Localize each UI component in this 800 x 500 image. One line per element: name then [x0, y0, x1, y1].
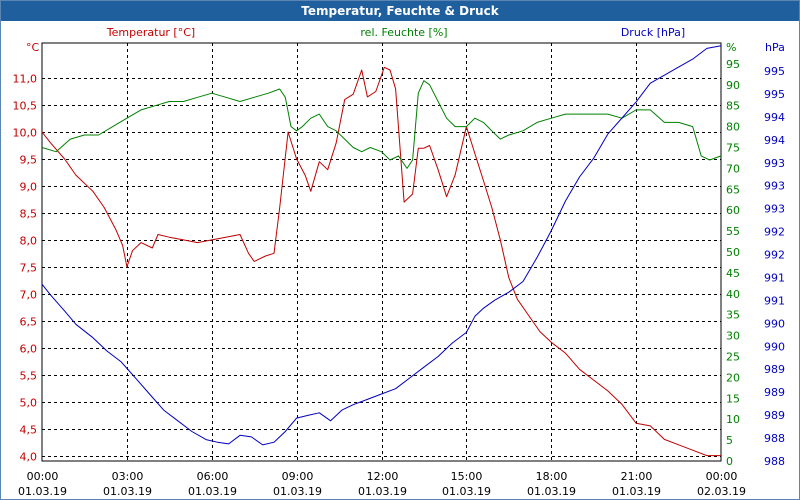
- humidity-tick-label: 20: [726, 371, 740, 384]
- humidity-tick-label: 95: [726, 58, 740, 71]
- date-tick-label: 01.03.19: [103, 485, 152, 498]
- humidity-tick-label: 0: [726, 455, 733, 468]
- time-tick-label: 00:00: [706, 470, 738, 483]
- humidity-tick-label: 80: [726, 121, 740, 134]
- humidity-axis-title: rel. Feuchte [%]: [360, 26, 447, 39]
- date-tick-label: 02.03.19: [697, 485, 746, 498]
- temperature-tick-label: 10,5: [13, 100, 38, 113]
- date-tick-label: 01.03.19: [188, 485, 237, 498]
- pressure-tick-label: 990: [764, 340, 785, 353]
- temperature-tick-label: 8,0: [20, 235, 38, 248]
- date-tick-label: 01.03.19: [18, 485, 67, 498]
- pressure-tick-label: 993: [764, 180, 785, 193]
- temperature-tick-label: 4,5: [20, 424, 38, 437]
- temperature-axis: 4,0 4,5 5,0 5,5 6,0 6,5 7,0 7,5 8,0 8,5 9,0 9,5 10,0…: [13, 73, 38, 464]
- humidity-tick-label: 60: [726, 204, 740, 217]
- date-tick-label: 01.03.19: [612, 485, 661, 498]
- time-tick-label: 09:00: [282, 470, 314, 483]
- time-tick-label: 15:00: [451, 470, 483, 483]
- pressure-tick-label: 991: [764, 271, 785, 284]
- pressure-tick-label: 989: [764, 409, 785, 422]
- humidity-tick-label: 35: [726, 309, 740, 322]
- humidity-line: [41, 80, 722, 169]
- pressure-axis: 988 988 989 989 989 990 990 991 991 992 992 993 993 9…: [764, 65, 785, 468]
- temperature-tick-label: 8,5: [20, 208, 38, 221]
- grid: [42, 43, 721, 461]
- date-tick-label: 01.03.19: [527, 485, 576, 498]
- humidity-tick-label: 70: [726, 162, 740, 175]
- pressure-tick-label: 989: [764, 363, 785, 376]
- temperature-tick-label: 10,0: [13, 127, 38, 140]
- pressure-tick-label: 994: [764, 134, 785, 147]
- temperature-tick-label: 9,0: [20, 181, 38, 194]
- time-tick-label: 03:00: [112, 470, 144, 483]
- temperature-tick-label: 6,5: [20, 316, 38, 329]
- chart-svg: 4,0 4,5 5,0 5,5 6,0 6,5 7,0 7,5 8,0 8,5 9,0 9,5 10,0…: [13, 26, 786, 498]
- pressure-tick-label: 988: [764, 432, 785, 445]
- humidity-tick-label: 90: [726, 79, 740, 92]
- series-layer: [41, 45, 722, 457]
- pressure-tick-label: 993: [764, 203, 785, 216]
- pressure-tick-label: 992: [764, 226, 785, 239]
- pressure-tick-label: 993: [764, 157, 785, 170]
- humidity-tick-label: 30: [726, 330, 740, 343]
- temperature-tick-label: 9,5: [20, 154, 38, 167]
- temperature-tick-label: 7,0: [20, 289, 38, 302]
- temperature-axis-title: Temperatur [°C]: [106, 26, 195, 39]
- humidity-tick-label: 65: [726, 183, 740, 196]
- humidity-tick-label: 40: [726, 288, 740, 301]
- humidity-tick-label: 50: [726, 246, 740, 259]
- humidity-tick-label: 25: [726, 351, 740, 364]
- temperature-tick-label: 4,0: [20, 451, 38, 464]
- plot-frame: [41, 42, 722, 462]
- humidity-tick-label: 10: [726, 413, 740, 426]
- temperature-tick-label: 5,5: [20, 370, 38, 383]
- window-title: Temperatur, Feuchte & Druck: [1, 1, 799, 21]
- temperature-unit-label: °C: [26, 41, 40, 54]
- pressure-tick-label: 995: [764, 88, 785, 101]
- humidity-tick-label: 55: [726, 225, 740, 238]
- pressure-unit-label: hPa: [765, 41, 785, 54]
- pressure-tick-label: 989: [764, 386, 785, 399]
- pressure-tick-label: 991: [764, 294, 785, 307]
- temperature-tick-label: 11,0: [13, 73, 38, 86]
- time-axis: 00:00 01.03.19 03:00 01.03.19 06:00 01.03.19 0…: [18, 470, 746, 498]
- time-tick-label: 12:00: [367, 470, 399, 483]
- temperature-tick-label: 7,5: [20, 262, 38, 275]
- temperature-tick-label: 5,0: [20, 397, 38, 410]
- humidity-tick-label: 15: [726, 392, 740, 405]
- date-tick-label: 01.03.19: [442, 485, 491, 498]
- humidity-axis: 0 5 10 15 20 25 30 35 40 45 50 55 60 65 70 75 80 85 90 95: [726, 58, 740, 468]
- humidity-tick-label: 75: [726, 142, 740, 155]
- pressure-tick-label: 994: [764, 111, 785, 124]
- temperature-tick-label: 6,0: [20, 343, 38, 356]
- humidity-tick-label: 85: [726, 100, 740, 113]
- pressure-tick-label: 990: [764, 317, 785, 330]
- time-tick-label: 18:00: [536, 470, 568, 483]
- date-tick-label: 01.03.19: [358, 485, 407, 498]
- pressure-tick-label: 992: [764, 249, 785, 262]
- humidity-tick-label: 5: [726, 434, 733, 447]
- date-tick-label: 01.03.19: [273, 485, 322, 498]
- pressure-tick-label: 995: [764, 65, 785, 78]
- humidity-tick-label: 45: [726, 267, 740, 280]
- humidity-unit-label: %: [726, 41, 736, 54]
- time-tick-label: 00:00: [27, 470, 59, 483]
- pressure-line: [41, 45, 722, 446]
- temperature-line: [41, 66, 721, 457]
- time-tick-label: 21:00: [621, 470, 653, 483]
- pressure-axis-title: Druck [hPa]: [621, 26, 685, 39]
- time-tick-label: 06:00: [197, 470, 229, 483]
- pressure-tick-label: 988: [764, 455, 785, 468]
